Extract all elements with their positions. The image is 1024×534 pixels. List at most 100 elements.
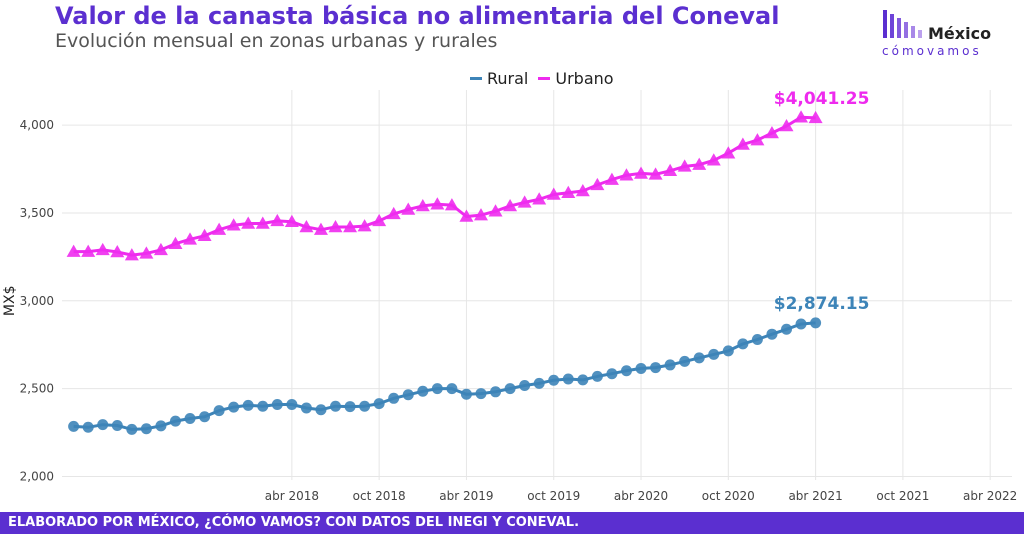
data-point-rural [475,388,487,400]
data-point-rural [126,423,138,435]
data-point-rural [606,368,618,380]
data-point-rural [708,348,720,360]
legend-label-urbano: Urbano [555,69,614,88]
y-tick-label: 4,000 [20,118,54,132]
data-point-urbano [226,218,241,231]
data-point-rural [111,420,123,432]
data-point-urbano [153,242,168,256]
data-point-urbano [488,204,503,217]
data-point-rural [679,355,691,367]
data-point-rural [417,385,429,397]
data-point-rural [213,405,225,417]
data-point-urbano [459,209,474,222]
end-label-rural: $2,874.15 [774,294,870,314]
data-point-urbano [299,220,314,233]
data-point-urbano [284,214,299,228]
data-point-rural [82,421,94,433]
data-point-rural [548,374,560,386]
data-point-urbano [735,137,750,150]
data-point-urbano [372,213,387,227]
line-chart: 2,000 2,500 3,000 3,500 4,000 abr 2018 oct 201… [2,89,1017,503]
data-point-rural [228,401,240,413]
y-tick-label: 2,500 [20,382,54,396]
data-point-urbano [706,153,721,166]
data-point-rural [693,352,705,364]
data-point-rural [373,398,385,410]
data-point-rural [286,398,298,410]
data-point-rural [140,423,152,435]
mexico-como-vamos-logo: México cómovamos [880,6,1010,62]
data-point-rural [315,404,327,416]
data-point-rural [300,402,312,414]
data-point-rural [359,400,371,412]
chart-title: Valor de la canasta básica no alimentari… [55,2,780,30]
chart-subtitle: Evolución mensual en zonas urbanas y rur… [55,30,498,52]
data-point-urbano [357,219,372,232]
data-point-rural [155,420,167,432]
data-point-rural [620,365,632,377]
x-tick-label: abr 2020 [614,489,668,503]
x-tick-label: abr 2022 [963,489,1017,503]
data-point-urbano [648,167,663,180]
x-tick-label: oct 2020 [702,489,755,503]
data-point-rural [737,338,749,350]
data-point-urbano [575,184,590,197]
data-point-urbano [328,220,343,233]
data-point-urbano [241,216,256,229]
x-tick-label: abr 2021 [788,489,842,503]
data-point-rural [810,317,822,329]
data-point-rural [490,386,502,398]
x-tick-label: oct 2021 [876,489,929,503]
data-point-urbano [110,244,125,258]
data-point-rural [446,383,458,395]
data-point-urbano [343,220,358,233]
logo-bars-icon [883,10,922,38]
data-point-urbano [313,222,328,235]
data-point-rural [504,383,516,395]
legend-item-rural: Rural [470,69,528,88]
data-point-urbano [503,198,518,212]
x-tick-label: oct 2018 [353,489,406,503]
footer-credit: ELABORADO POR MÉXICO, ¿CÓMO VAMOS? CON D… [0,512,1024,534]
data-point-rural [271,398,283,410]
data-point-urbano [677,159,692,172]
data-point-urbano [197,228,212,242]
data-point-urbano [779,119,794,132]
data-point-urbano [212,222,227,235]
data-point-urbano [444,198,459,211]
data-point-urbano [692,157,707,170]
data-point-urbano [517,195,532,208]
data-point-urbano [473,208,488,221]
data-point-urbano [95,242,110,256]
logo-subword: cómovamos [882,44,982,58]
data-point-rural [577,374,589,386]
legend-swatch-urbano [538,77,551,80]
x-tick-label: abr 2018 [265,489,319,503]
data-point-urbano [532,192,547,205]
data-point-urbano [430,197,445,210]
data-point-rural [751,333,763,345]
y-tick-label: 3,000 [20,294,54,308]
chart-legend: Rural Urbano [470,69,624,88]
data-point-rural [68,420,80,432]
data-point-rural [562,373,574,385]
data-point-rural [169,415,181,427]
data-point-urbano [66,244,81,257]
x-tick-label: oct 2019 [527,489,580,503]
end-label-urbano: $4,041.25 [774,89,870,109]
data-point-urbano [139,246,154,259]
data-point-urbano [634,166,649,179]
data-point-urbano [183,232,198,245]
legend-swatch-rural [470,77,482,80]
data-point-urbano [808,110,823,124]
y-tick-label: 3,500 [20,206,54,220]
data-point-rural [766,328,778,340]
data-point-urbano [401,202,416,215]
y-axis-label: MX$ [2,286,18,317]
y-tick-label: 2,000 [20,469,54,483]
data-point-rural [664,359,676,371]
data-point-urbano [546,187,561,200]
x-tick-label: abr 2019 [439,489,493,503]
data-point-rural [591,370,603,382]
data-point-urbano [561,185,576,199]
